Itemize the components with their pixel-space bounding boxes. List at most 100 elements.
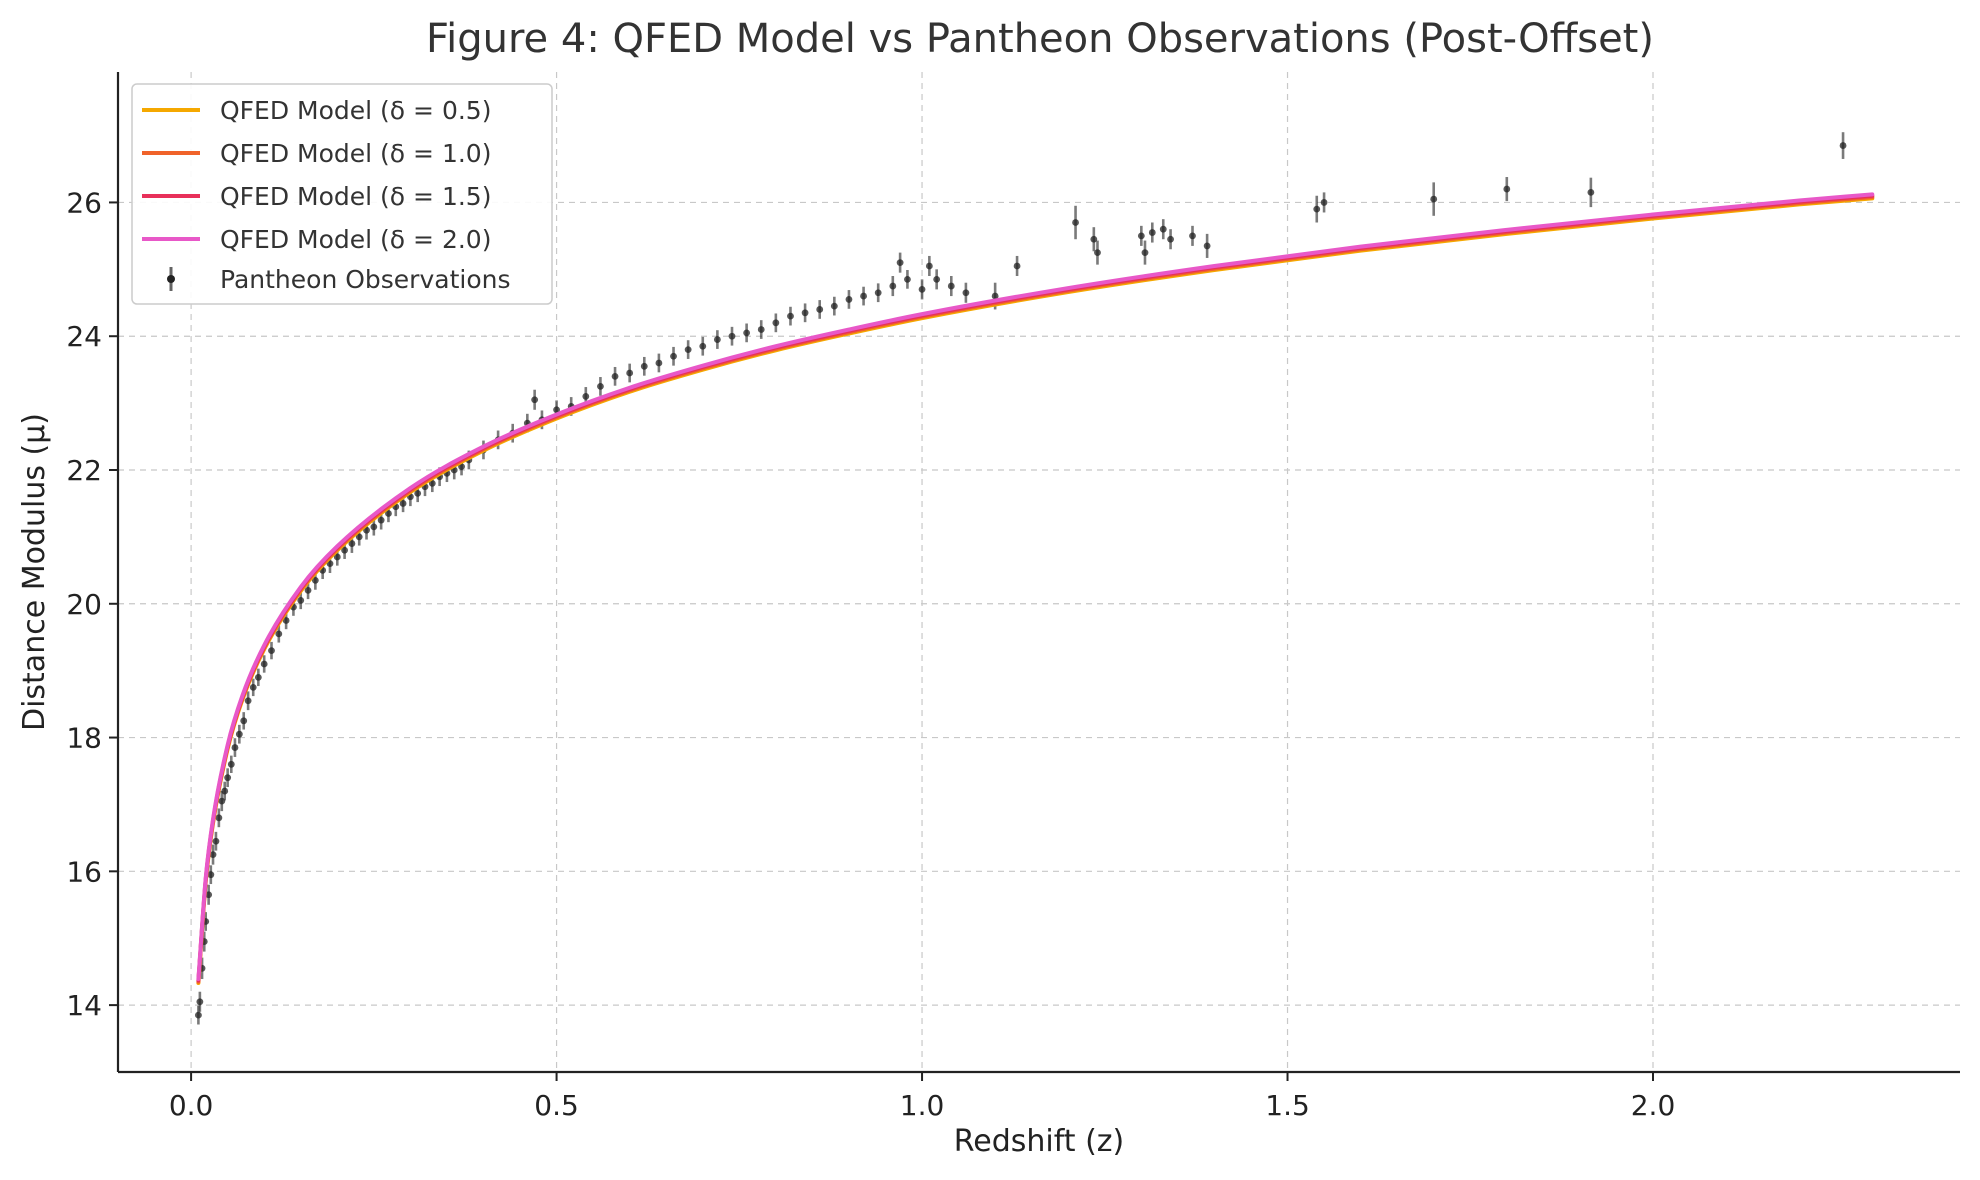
observation-marker: [699, 342, 707, 350]
x-tick-label: 1.0: [900, 1089, 945, 1122]
observation-marker: [1189, 232, 1196, 240]
legend-item: QFED Model (δ = 2.0): [142, 225, 491, 254]
observation-marker: [297, 597, 305, 604]
observation-point: [699, 336, 707, 356]
observation-point: [1320, 192, 1328, 213]
observation-point: [860, 286, 867, 306]
observation-marker: [655, 359, 663, 367]
observation-point: [244, 691, 252, 711]
observation-point: [962, 282, 970, 303]
observation-marker: [772, 319, 780, 327]
observation-point: [787, 306, 794, 326]
observation-marker: [947, 282, 955, 290]
observation-marker: [1503, 185, 1511, 193]
y-tick-label: 14: [66, 989, 102, 1022]
observation-marker: [341, 546, 348, 554]
observation-point: [212, 831, 220, 851]
y-tick-label: 24: [66, 320, 102, 353]
observation-marker: [1094, 249, 1101, 257]
observation-point: [830, 296, 838, 316]
observation-marker: [385, 510, 392, 517]
observation-marker: [1320, 199, 1328, 206]
ticks: 0.0 0.5 1.0 1.5 2.0 14 16 18 20 22 24 26: [66, 186, 1675, 1122]
observation-point: [275, 625, 283, 643]
observation-marker: [1167, 235, 1174, 243]
observation-marker: [244, 697, 252, 705]
observation-marker: [231, 744, 239, 751]
observation-marker: [640, 362, 648, 370]
observation-marker: [531, 396, 539, 404]
legend-box: [131, 83, 553, 305]
x-tick-label: 0.5: [534, 1089, 579, 1122]
observation-marker: [1013, 262, 1021, 270]
observation-marker: [221, 787, 229, 795]
observation-marker: [1313, 205, 1321, 213]
observation-marker: [282, 617, 290, 624]
y-tick-label: 16: [66, 855, 102, 888]
observation-point: [254, 668, 262, 687]
observation-point: [925, 255, 933, 277]
observation-marker: [1430, 195, 1438, 203]
legend-swatch-marker: [167, 275, 175, 283]
observation-point: [1013, 255, 1021, 277]
legend-label: Pantheon Observations: [220, 265, 511, 294]
series-line-2: [196, 195, 1875, 984]
observation-marker: [428, 479, 436, 487]
observation-point: [713, 330, 721, 349]
observation-point: [1141, 240, 1149, 265]
series-line-1: [196, 196, 1875, 986]
observation-point: [874, 283, 882, 303]
observation-marker: [260, 660, 268, 668]
observation-point: [889, 276, 897, 297]
legend-label: QFED Model (δ = 2.0): [220, 225, 491, 254]
observation-marker: [254, 673, 262, 681]
observation-point: [904, 269, 911, 289]
observation-marker: [1839, 142, 1847, 149]
observation-marker: [925, 262, 933, 270]
grid: [118, 72, 1960, 1072]
legend-item: QFED Model (δ = 0.5): [142, 96, 491, 125]
observation-point: [1167, 229, 1174, 250]
observation-point: [195, 1005, 202, 1025]
observation-point: [249, 678, 257, 697]
observation-marker: [713, 336, 721, 343]
observation-marker: [224, 774, 232, 782]
observation-marker: [414, 490, 422, 497]
observation-marker: [209, 851, 217, 859]
observation-point: [224, 768, 232, 788]
observation-point: [1159, 219, 1167, 240]
observation-point: [1148, 222, 1156, 243]
observation-point: [801, 303, 809, 323]
observation-point: [816, 300, 824, 319]
observation-marker: [553, 406, 560, 414]
observation-point: [231, 738, 239, 757]
legend-item: Pantheon Observations: [167, 265, 511, 294]
observation-marker: [1072, 219, 1079, 226]
observation-marker: [333, 553, 341, 561]
observation-marker: [249, 683, 257, 691]
observation-point: [240, 712, 248, 730]
observation-point: [1072, 205, 1079, 240]
observation-point: [626, 363, 634, 383]
observation-marker: [1137, 232, 1145, 240]
observation-marker: [582, 393, 590, 400]
observation-marker: [830, 302, 838, 310]
y-tick-label: 18: [66, 722, 102, 755]
observation-point: [1430, 182, 1438, 216]
observation-point: [933, 269, 941, 290]
observation-marker: [1090, 235, 1098, 243]
observation-marker: [597, 382, 604, 390]
series-layer: [196, 192, 1875, 986]
y-axis-label: Distance Modulus (μ): [17, 413, 52, 731]
series-line-4: [196, 192, 1875, 982]
observation-point: [684, 340, 692, 359]
x-tick-label: 0.0: [169, 1089, 214, 1122]
observation-point: [845, 290, 853, 309]
observation-point: [1503, 177, 1511, 202]
y-tick-label: 20: [66, 588, 102, 621]
observation-point: [611, 366, 619, 386]
observation-marker: [860, 292, 867, 300]
observation-marker: [205, 891, 213, 899]
observation-point: [297, 591, 305, 610]
